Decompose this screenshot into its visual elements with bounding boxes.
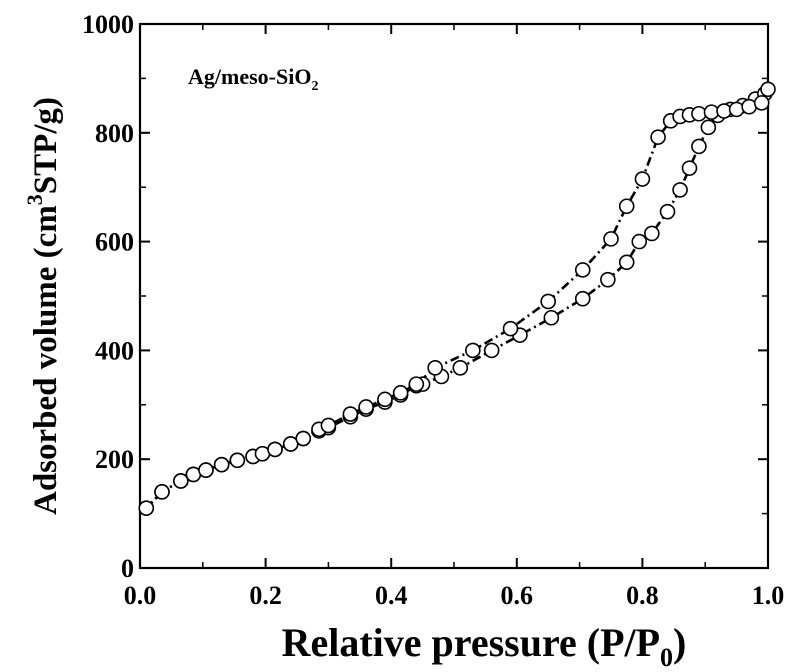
sample-label: Ag/meso-SiO2 (188, 64, 318, 94)
data-point (358, 399, 374, 415)
data-point (320, 417, 337, 434)
data-point (267, 441, 283, 458)
data-point (574, 262, 591, 278)
axis-ticks (139, 23, 769, 569)
y-axis-title: Adsorbed volume (cm3STP/g) (22, 97, 64, 515)
data-point (138, 500, 155, 516)
y-tick-label: 400 (95, 336, 134, 365)
data-point (229, 452, 246, 469)
series-line-1 (145, 92, 766, 510)
data-point (173, 473, 189, 489)
data-point (295, 430, 312, 447)
data-point (465, 342, 481, 359)
data-point (760, 81, 776, 98)
data-point (377, 391, 393, 408)
data-point (618, 198, 635, 215)
data-point (634, 171, 651, 187)
y-tick-label: 0 (121, 554, 134, 583)
data-point (213, 456, 230, 473)
data-point (574, 290, 591, 307)
data-point (753, 95, 770, 111)
data-point (198, 462, 214, 478)
data-point (631, 233, 648, 250)
x-tick-label: 0.4 (375, 581, 408, 610)
x-tick-label: 0.8 (626, 581, 659, 610)
data-point (650, 129, 666, 145)
data-point (502, 320, 519, 337)
x-tick-label: 0.0 (124, 581, 157, 610)
data-point (540, 293, 557, 310)
axis-tick-labels: 0.0 0.2 0.4 0.6 0.8 1.0 0 200 400 600 800 1000 (82, 10, 784, 610)
data-point (728, 101, 745, 118)
plot-frame (138, 22, 770, 570)
data-point (427, 360, 443, 376)
data-point (691, 105, 707, 122)
data-point (659, 203, 676, 220)
data-point (603, 231, 619, 247)
data-point (342, 406, 359, 422)
data-point (700, 119, 717, 136)
data-point (681, 160, 698, 176)
series-points (138, 81, 776, 516)
x-axis-title: Relative pressure (P/P0) (282, 620, 687, 672)
data-point (452, 360, 469, 376)
y-tick-label: 800 (95, 119, 134, 148)
x-tick-label: 0.6 (501, 581, 534, 610)
y-tick-label: 600 (95, 228, 134, 257)
data-point (600, 271, 616, 288)
series-line-2 (145, 88, 770, 510)
data-point (392, 385, 409, 401)
data-point (483, 342, 500, 359)
y-tick-label: 1000 (82, 10, 134, 39)
data-point (644, 225, 660, 242)
x-tick-label: 0.2 (249, 581, 282, 610)
y-tick-label: 200 (95, 445, 134, 474)
data-point (672, 182, 688, 198)
series-lines (145, 88, 770, 510)
data-point (618, 254, 635, 271)
data-point (716, 103, 732, 119)
data-point (543, 309, 560, 326)
data-point (408, 376, 425, 392)
data-point (691, 138, 707, 155)
x-tick-label: 1.0 (752, 581, 785, 610)
data-point (154, 484, 170, 500)
